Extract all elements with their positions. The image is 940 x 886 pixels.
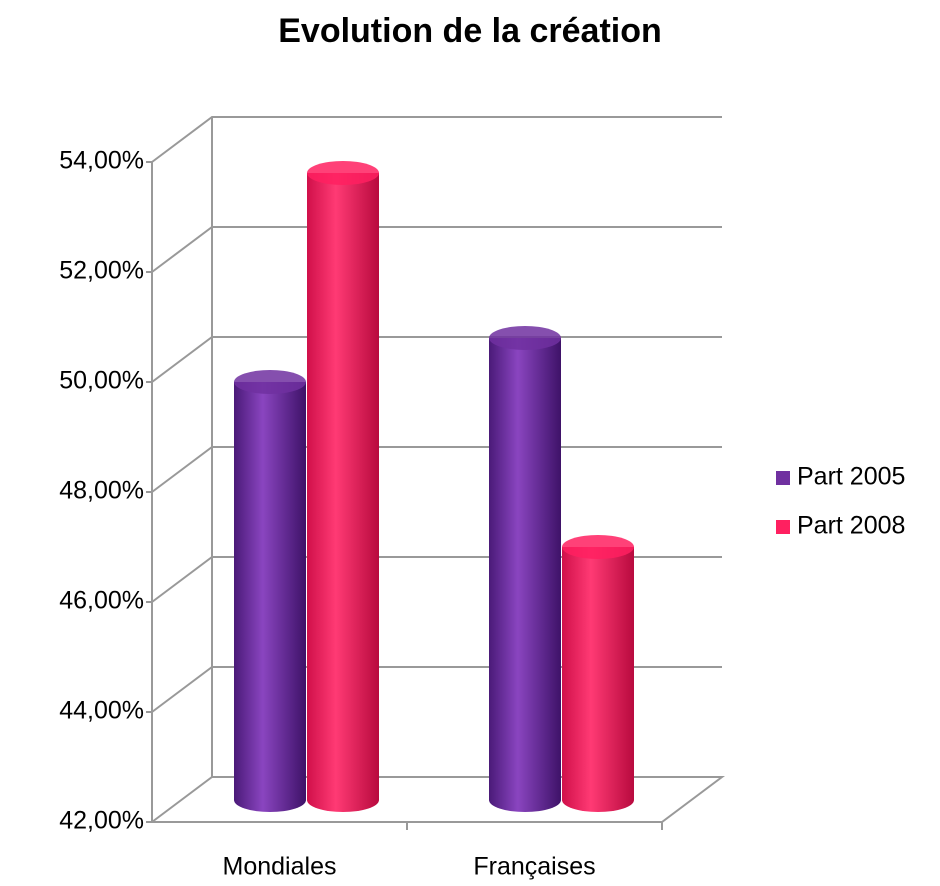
bar (489, 338, 561, 812)
y-tick-label: 44,00% (59, 697, 144, 725)
x-tick-label: Françaises (473, 853, 595, 881)
bar-top (562, 535, 634, 559)
y-tick-label: 48,00% (59, 477, 144, 505)
bar (307, 173, 379, 812)
y-tick-label: 52,00% (59, 257, 144, 285)
legend-label: Part 2008 (797, 512, 905, 540)
y-tick-label: 42,00% (59, 807, 144, 835)
grid-line (151, 116, 722, 163)
bar-top (234, 370, 306, 394)
y-tick-label: 54,00% (59, 147, 144, 175)
x-tick-label: Mondiales (223, 853, 337, 881)
chart-title: Evolution de la création (278, 12, 662, 50)
y-tick-label: 46,00% (59, 587, 144, 615)
bar-top (489, 326, 561, 350)
grid-line (151, 336, 722, 383)
legend-swatch (776, 520, 790, 534)
grid-line (151, 226, 722, 273)
bar-top (307, 161, 379, 185)
legend-swatch (776, 471, 790, 485)
bar (562, 547, 634, 812)
y-tick-label: 50,00% (59, 367, 144, 395)
legend-label: Part 2005 (797, 463, 905, 491)
bar (234, 382, 306, 812)
